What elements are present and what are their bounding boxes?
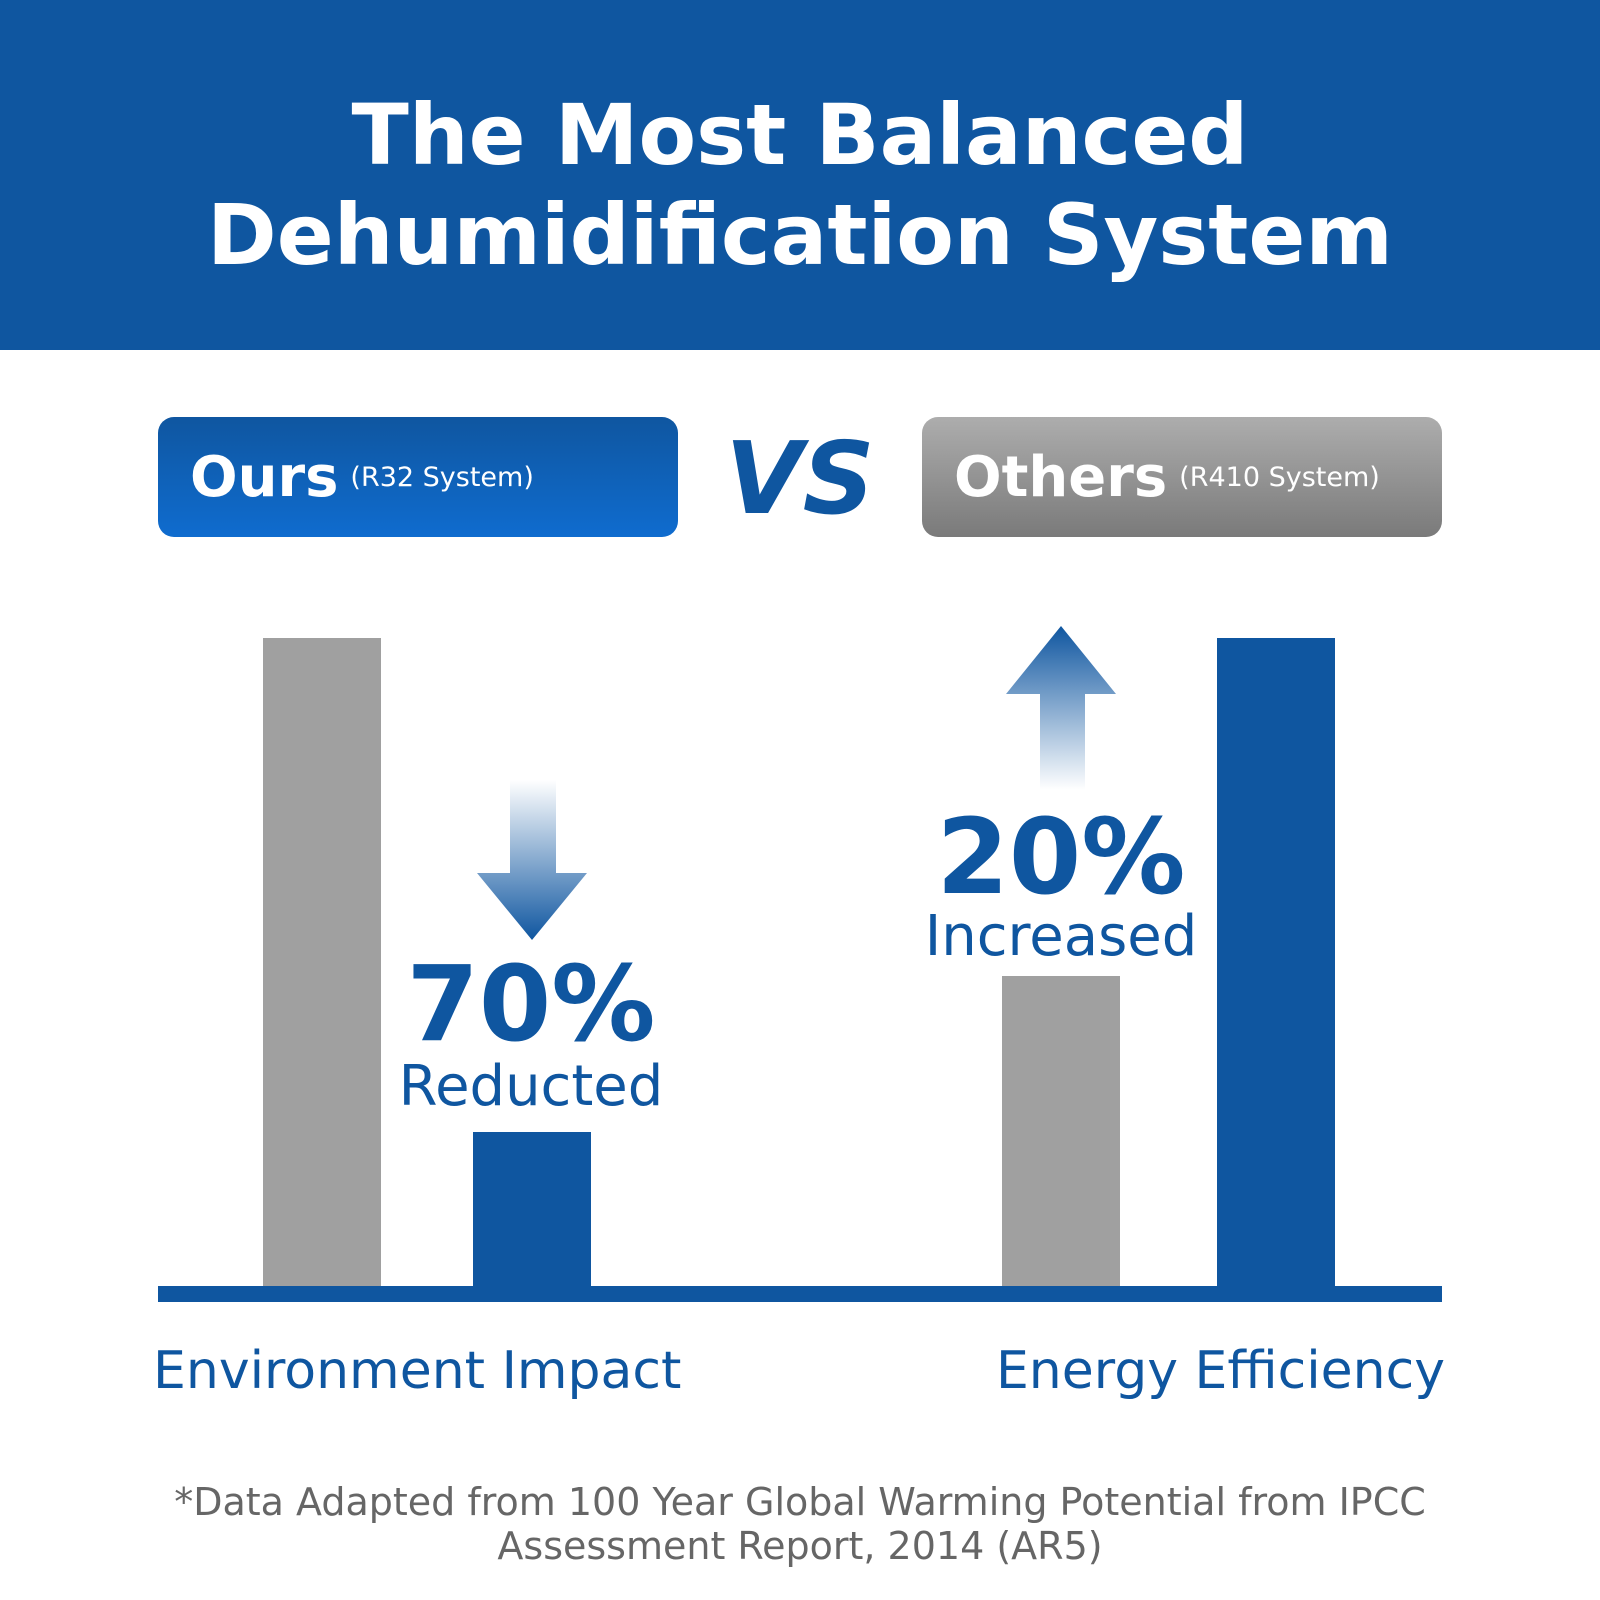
bar xyxy=(1217,638,1335,1288)
title: The Most Balanced Dehumidification Syste… xyxy=(207,86,1393,284)
bar xyxy=(473,1132,591,1288)
vs-text: VS xyxy=(725,420,875,537)
category-label: Energy Efficiency xyxy=(996,1341,1445,1401)
legend-item: Others (R410 System) xyxy=(922,417,1442,537)
annotation-value: 70% xyxy=(407,943,656,1065)
legend-system: (R32 System) xyxy=(350,461,534,493)
footnote: *Data Adapted from 100 Year Global Warmi… xyxy=(174,1480,1426,1568)
annotation-text: Reducted xyxy=(399,1054,664,1119)
legend-item: Ours (R32 System) xyxy=(158,417,678,537)
bar xyxy=(1002,976,1120,1288)
legend-system: (R410 System) xyxy=(1179,461,1380,493)
annotation-text: Increased xyxy=(925,904,1198,969)
legend-name: Others xyxy=(954,444,1168,510)
annotation-value: 20% xyxy=(937,796,1186,918)
arrow-down xyxy=(477,780,587,940)
category-label: Environment Impact xyxy=(153,1341,681,1401)
legend-name: Ours xyxy=(190,444,339,510)
header: The Most Balanced Dehumidification Syste… xyxy=(0,0,1600,350)
arrow-up xyxy=(1006,626,1116,790)
bar xyxy=(263,638,381,1288)
baseline xyxy=(158,1286,1442,1302)
